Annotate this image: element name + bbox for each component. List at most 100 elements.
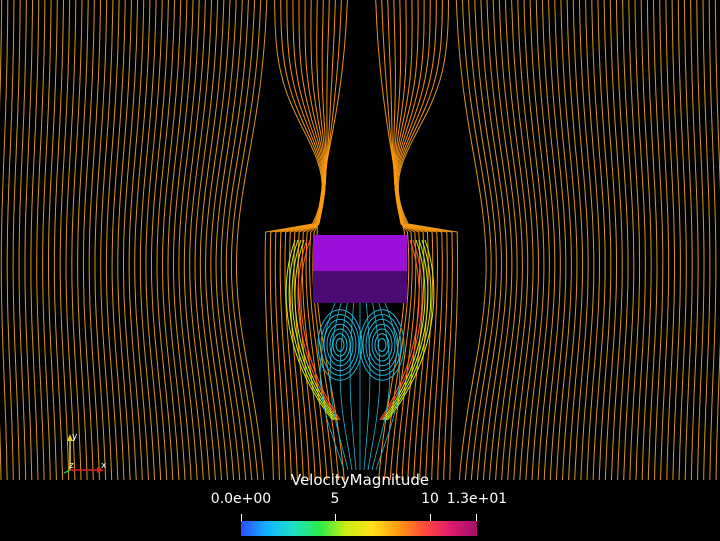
streamline (665, 0, 675, 481)
wake-vortices (285, 239, 435, 471)
streamline (385, 239, 432, 421)
obstacle-top-face (313, 235, 407, 271)
streamline (183, 0, 206, 481)
colorbar-tick (241, 514, 242, 522)
streamline (541, 0, 561, 481)
streamline (0, 0, 3, 481)
streamline (395, 0, 443, 481)
obstacle-front-face (313, 270, 407, 303)
streamline (616, 0, 629, 481)
streamline (395, 0, 439, 481)
colorbar (241, 521, 477, 536)
streamline (690, 0, 699, 481)
streamline (139, 0, 157, 481)
streamline (320, 314, 360, 376)
colorbar-title: VelocityMagnitude (290, 471, 430, 489)
streamline (151, 0, 169, 481)
streamline (94, 0, 108, 481)
streamline (178, 0, 200, 481)
streamline (455, 0, 487, 481)
streamline (554, 0, 572, 481)
streamline (393, 0, 417, 481)
axis-z-label: z (69, 461, 74, 471)
colorbar-tick-label: 0.0e+00 (210, 491, 272, 507)
streamline (384, 239, 429, 421)
streamline (189, 0, 212, 481)
streamline (498, 0, 523, 481)
streamline (123, 0, 139, 481)
streamline (585, 0, 601, 481)
streamline (335, 338, 345, 352)
streamline (603, 0, 617, 481)
streamline (301, 0, 327, 481)
streamline (134, 0, 151, 481)
colorbar-tick (476, 514, 477, 522)
streamline (297, 0, 327, 481)
streamline (294, 239, 338, 421)
streamline (492, 0, 518, 481)
streamline (300, 239, 341, 421)
streamline (486, 0, 513, 481)
colorbar-tick-label: 10 (421, 491, 439, 507)
streamline (205, 0, 231, 481)
streamline (379, 239, 420, 421)
streamline (387, 239, 435, 421)
streamline (285, 239, 333, 421)
streamline (523, 0, 545, 481)
streamline (548, 0, 567, 481)
streamline (659, 0, 670, 481)
streamline (365, 318, 399, 372)
streamline (77, 0, 89, 481)
streamline (210, 0, 237, 481)
streamline (696, 0, 705, 481)
streamline (71, 0, 83, 481)
streamline (387, 0, 413, 481)
streamline (640, 0, 652, 481)
streamline (622, 0, 635, 481)
streamline (468, 0, 497, 481)
streamline (368, 323, 396, 367)
streamline (128, 0, 145, 481)
streamline (349, 299, 357, 471)
streamline (82, 0, 95, 481)
streamline (597, 0, 612, 481)
streamline (24, 0, 34, 481)
streamline (572, 0, 589, 481)
streamline (30, 0, 40, 481)
streamline (297, 239, 339, 421)
streamline (362, 314, 402, 376)
streamline (279, 0, 325, 481)
streamline (393, 0, 425, 481)
streamline (326, 323, 354, 367)
streamline (289, 0, 326, 481)
colorbar-tick (335, 514, 336, 522)
streamline (18, 0, 27, 481)
streamline (634, 0, 646, 481)
streamline (480, 0, 508, 481)
streamline (708, 0, 717, 481)
streamline (284, 0, 326, 481)
streamline (88, 0, 101, 481)
axis-y-label: y (72, 432, 78, 442)
streamline (394, 0, 434, 481)
streamline (274, 0, 325, 481)
streamline (381, 239, 423, 421)
streamline (329, 299, 349, 471)
streamline (566, 0, 584, 481)
streamline (36, 0, 46, 481)
streamline (377, 338, 387, 352)
streamline (382, 239, 426, 421)
colorbar-tick-label: 1.3e+01 (446, 491, 508, 507)
streamline (517, 0, 540, 481)
streamline (0, 0, 9, 481)
streamline (396, 0, 448, 481)
streamline (511, 0, 534, 481)
streamline (173, 0, 194, 481)
streamline (371, 299, 391, 471)
streamline (65, 0, 77, 481)
streamline (653, 0, 664, 481)
streamline (397, 0, 453, 481)
streamline (339, 299, 353, 471)
streamline (317, 309, 363, 381)
